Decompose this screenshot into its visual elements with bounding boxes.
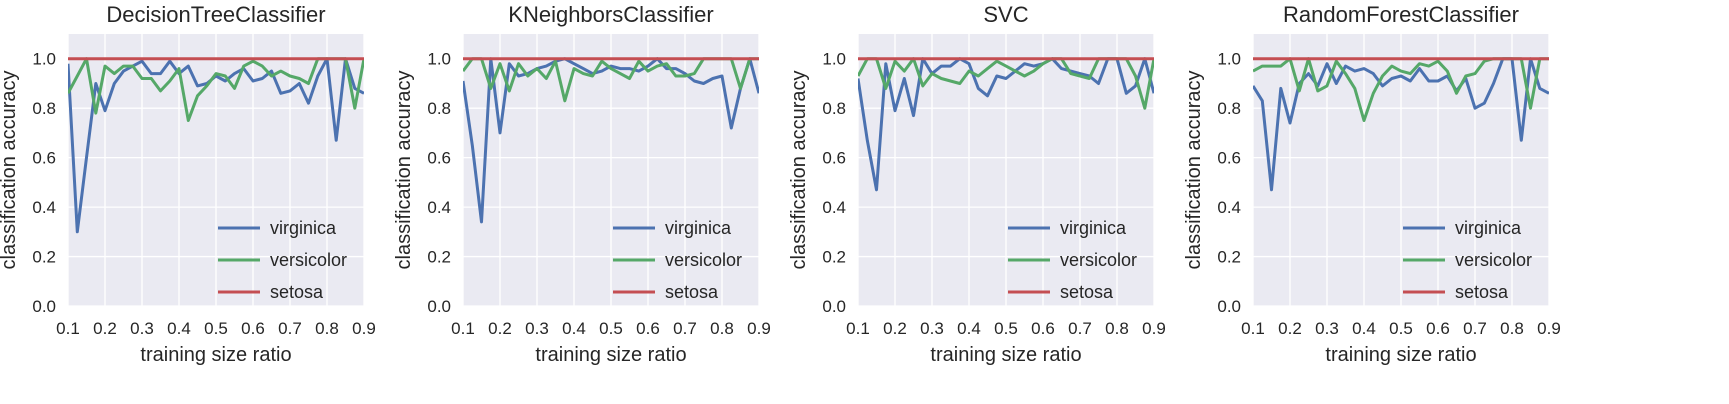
chart-panel-1: 0.0 0.2 0.4 0.6 0.8 1.0 0.1 0.2 0.3 0.4 0.5 0.6 0.7 0…: [0, 2, 376, 366]
y-tick-label: 0.8: [32, 99, 56, 118]
x-tick-label: 0.2: [1278, 319, 1302, 338]
x-axis-label: training size ratio: [535, 344, 686, 366]
x-tick-label: 0.5: [599, 319, 623, 338]
x-tick-label: 0.4: [167, 319, 191, 338]
legend-label: versicolor: [1060, 250, 1137, 270]
y-tick-label: 0.0: [1217, 297, 1241, 316]
legend: virginica versicolor setosa: [1008, 218, 1137, 302]
x-axis-label: training size ratio: [1325, 344, 1476, 366]
y-tick-label: 0.8: [427, 99, 451, 118]
legend-label: setosa: [1060, 282, 1114, 302]
legend-label: virginica: [270, 218, 337, 238]
x-tick-label: 0.6: [636, 319, 660, 338]
y-tick-label: 0.4: [822, 198, 846, 217]
legend-label: virginica: [1060, 218, 1127, 238]
y-tick-label: 1.0: [1217, 50, 1241, 69]
y-tick-label: 0.6: [427, 149, 451, 168]
x-tick-label: 0.5: [1389, 319, 1413, 338]
legend-label: versicolor: [1455, 250, 1532, 270]
x-tick-label: 0.1: [56, 319, 80, 338]
y-tick-label: 0.8: [1217, 99, 1241, 118]
legend-label: virginica: [665, 218, 732, 238]
x-tick-label: 0.7: [673, 319, 697, 338]
chart-title: RandomForestClassifier: [1283, 2, 1519, 27]
y-tick-label: 0.8: [822, 99, 846, 118]
y-tick-label: 0.4: [427, 198, 451, 217]
y-axis-label: classification accuracy: [0, 71, 20, 270]
x-tick-label: 0.2: [883, 319, 907, 338]
y-tick-label: 1.0: [822, 50, 846, 69]
y-tick-label: 1.0: [427, 50, 451, 69]
y-tick-label: 0.0: [427, 297, 451, 316]
x-tick-label: 0.1: [846, 319, 870, 338]
x-tick-label: 0.4: [957, 319, 981, 338]
legend-label: setosa: [1455, 282, 1509, 302]
y-tick-label: 0.6: [822, 149, 846, 168]
legend-label: setosa: [270, 282, 324, 302]
legend-label: virginica: [1455, 218, 1522, 238]
x-tick-label: 0.1: [1241, 319, 1265, 338]
x-tick-label: 0.3: [525, 319, 549, 338]
legend: virginica versicolor setosa: [1403, 218, 1532, 302]
x-tick-label: 0.3: [920, 319, 944, 338]
series-line-virginica: [858, 57, 1154, 192]
x-tick-label: 0.2: [93, 319, 117, 338]
chart-title: KNeighborsClassifier: [508, 2, 713, 27]
x-tick-label: 0.2: [488, 319, 512, 338]
y-tick-label: 0.4: [1217, 198, 1241, 217]
chart-panel-3: 0.0 0.2 0.4 0.6 0.8 1.0 0.1 0.2 0.3 0.4 0.5 0.6 0.7 0…: [788, 2, 1166, 366]
x-tick-label: 0.1: [451, 319, 475, 338]
legend-label: setosa: [665, 282, 719, 302]
y-tick-label: 0.4: [32, 198, 56, 217]
y-tick-label: 0.0: [32, 297, 56, 316]
x-tick-label: 0.9: [352, 319, 376, 338]
chart-title: DecisionTreeClassifier: [106, 2, 325, 27]
x-tick-label: 0.7: [1068, 319, 1092, 338]
y-tick-label: 0.2: [32, 248, 56, 267]
legend-label: versicolor: [665, 250, 742, 270]
chart-title: SVC: [983, 2, 1028, 27]
x-tick-label: 0.8: [1500, 319, 1524, 338]
y-axis-label: classification accuracy: [393, 71, 415, 270]
x-tick-label: 0.8: [315, 319, 339, 338]
chart-panel-4: 0.0 0.2 0.4 0.6 0.8 1.0 0.1 0.2 0.3 0.4 0.5 0.6 0.7 0…: [1183, 2, 1561, 366]
x-tick-label: 0.6: [1031, 319, 1055, 338]
x-tick-label: 0.6: [1426, 319, 1450, 338]
y-tick-label: 0.2: [1217, 248, 1241, 267]
x-tick-label: 0.4: [1352, 319, 1376, 338]
x-tick-label: 0.8: [1105, 319, 1129, 338]
x-tick-label: 0.9: [747, 319, 771, 338]
x-tick-label: 0.7: [278, 319, 302, 338]
x-tick-label: 0.3: [1315, 319, 1339, 338]
y-tick-label: 0.0: [822, 297, 846, 316]
y-tick-label: 0.2: [822, 248, 846, 267]
legend-label: versicolor: [270, 250, 347, 270]
x-tick-label: 0.9: [1142, 319, 1166, 338]
x-tick-label: 0.6: [241, 319, 265, 338]
x-axis-label: training size ratio: [140, 344, 291, 366]
x-axis-label: training size ratio: [930, 344, 1081, 366]
y-axis-label: classification accuracy: [788, 71, 810, 270]
y-tick-label: 0.6: [32, 149, 56, 168]
chart-panel-2: 0.0 0.2 0.4 0.6 0.8 1.0 0.1 0.2 0.3 0.4 0.5 0.6 0.7 0…: [393, 2, 771, 366]
x-tick-label: 0.8: [710, 319, 734, 338]
x-tick-label: 0.5: [994, 319, 1018, 338]
x-tick-label: 0.9: [1537, 319, 1561, 338]
series-line-virginica: [463, 57, 759, 224]
y-axis-label: classification accuracy: [1183, 71, 1205, 270]
y-tick-label: 1.0: [32, 50, 56, 69]
legend: virginica versicolor setosa: [613, 218, 742, 302]
x-tick-label: 0.3: [130, 319, 154, 338]
y-tick-label: 0.6: [1217, 149, 1241, 168]
x-tick-label: 0.7: [1463, 319, 1487, 338]
x-tick-label: 0.4: [562, 319, 586, 338]
x-tick-label: 0.5: [204, 319, 228, 338]
series-line-versicolor: [68, 57, 364, 122]
legend: virginica versicolor setosa: [218, 218, 347, 302]
y-tick-label: 0.2: [427, 248, 451, 267]
